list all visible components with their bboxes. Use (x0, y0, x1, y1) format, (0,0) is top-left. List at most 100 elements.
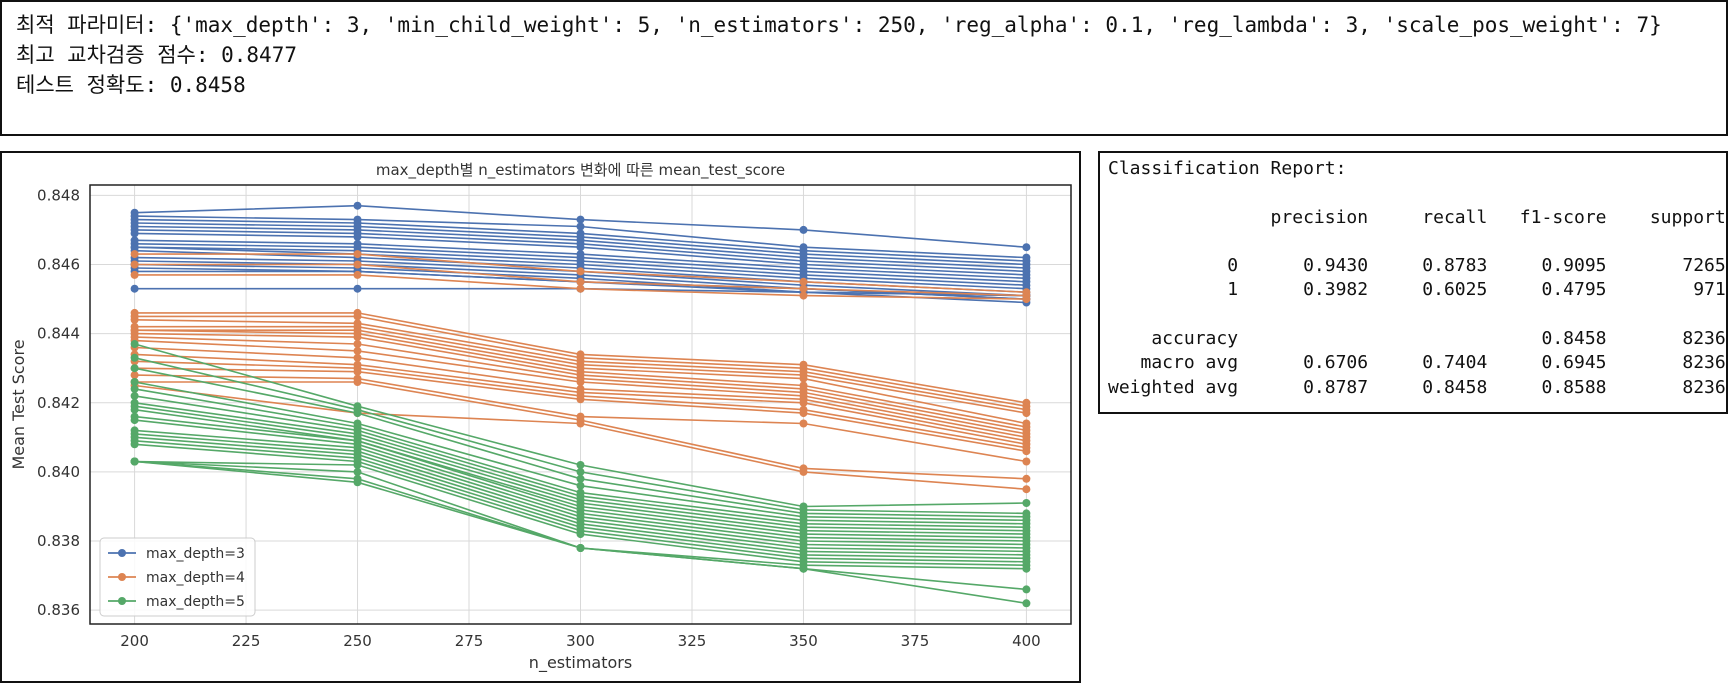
legend-label: max_depth=4 (146, 570, 245, 586)
data-point (576, 530, 585, 539)
data-point (1022, 409, 1031, 418)
x-axis-label: n_estimators (529, 653, 632, 673)
data-point (799, 409, 808, 418)
data-point (353, 478, 362, 487)
data-point (353, 312, 362, 321)
data-point (353, 270, 362, 279)
data-point (799, 564, 808, 573)
x-tick-label: 325 (678, 632, 707, 650)
data-point (130, 229, 139, 238)
x-tick-label: 400 (1012, 632, 1041, 650)
data-point (130, 364, 139, 373)
cv-score-text: 최고 교차검증 점수: 0.8477 (16, 43, 297, 67)
legend-label: max_depth=3 (146, 546, 245, 562)
data-point (799, 225, 808, 234)
data-point (130, 315, 139, 324)
data-point (130, 405, 139, 414)
y-tick-label: 0.840 (37, 463, 80, 481)
data-point (576, 215, 585, 224)
data-point (353, 378, 362, 386)
data-point (576, 378, 585, 386)
data-point (1022, 564, 1031, 573)
data-point (799, 398, 808, 407)
data-point (353, 467, 362, 476)
data-point (576, 474, 585, 483)
data-point (576, 481, 585, 490)
data-point (130, 270, 139, 279)
series-2 (130, 250, 1031, 494)
data-point (130, 416, 139, 425)
data-point (130, 378, 139, 386)
data-point (130, 284, 139, 293)
data-point (576, 277, 585, 286)
x-tick-label: 375 (901, 632, 930, 650)
y-tick-label: 0.836 (37, 601, 80, 619)
y-tick-label: 0.844 (37, 325, 80, 343)
data-point (576, 395, 585, 404)
data-point (576, 467, 585, 476)
data-point (1022, 243, 1031, 252)
data-point (1022, 474, 1031, 483)
data-point (130, 457, 139, 466)
data-point (1022, 457, 1031, 466)
data-point (353, 201, 362, 210)
x-tick-label: 275 (455, 632, 484, 650)
data-point (353, 346, 362, 355)
line-chart: 200 225 250 275 300 325 350 375 400 0.836 0.838 0.8… (9, 161, 1072, 673)
data-point (353, 461, 362, 469)
data-point (799, 467, 808, 476)
data-point (1022, 585, 1031, 594)
data-point (576, 461, 585, 469)
data-point (1022, 485, 1031, 494)
data-point (799, 419, 808, 428)
data-point (576, 243, 585, 252)
data-point (130, 391, 139, 400)
output-cell: 최적 파라미터: {'max_depth': 3, 'min_child_wei… (0, 0, 1728, 136)
data-point (130, 384, 139, 393)
data-point (353, 250, 362, 259)
data-point (576, 419, 585, 428)
x-tick-label: 350 (789, 632, 818, 650)
data-point (130, 353, 139, 362)
data-point (576, 267, 585, 276)
y-tick-label: 0.842 (37, 394, 80, 412)
x-tick-label: 250 (343, 632, 372, 650)
test-accuracy-text: 테스트 정확도: 0.8458 (16, 73, 246, 97)
data-point (353, 367, 362, 376)
y-tick-label: 0.838 (37, 532, 80, 550)
data-point (353, 340, 362, 348)
legend-marker (118, 549, 126, 557)
data-point (130, 340, 139, 348)
data-point (799, 291, 808, 300)
data-point (1022, 599, 1031, 608)
classification-report-panel: Classification Report: precision recall … (1098, 151, 1728, 414)
data-point (576, 222, 585, 231)
best-params-text: 최적 파라미터: {'max_depth': 3, 'min_child_wei… (16, 13, 1662, 37)
data-point (353, 260, 362, 269)
x-tick-label: 300 (566, 632, 595, 650)
data-point (799, 374, 808, 383)
data-point (353, 284, 362, 293)
data-point (353, 353, 362, 362)
data-point (353, 409, 362, 418)
legend-box (99, 537, 256, 617)
y-tick-label: 0.848 (37, 186, 80, 204)
data-point (1022, 447, 1031, 456)
y-tick-label: 0.846 (37, 256, 80, 274)
data-point (1022, 295, 1031, 304)
data-point (130, 260, 139, 269)
chart-title: max_depth별 n_estimators 변화에 따른 mean_test… (376, 161, 785, 180)
data-point (576, 544, 585, 552)
data-point (799, 284, 808, 293)
chart-panel: 200 225 250 275 300 325 350 375 400 0.836 0.838 0.8… (0, 151, 1081, 683)
data-point (130, 440, 139, 449)
data-point (130, 250, 139, 259)
x-tick-label: 225 (232, 632, 261, 650)
data-point (799, 277, 808, 286)
legend-marker (118, 597, 126, 605)
legend-marker (118, 573, 126, 581)
data-point (576, 284, 585, 293)
series-3 (130, 340, 1031, 608)
data-point (130, 371, 139, 380)
legend-label: max_depth=5 (146, 594, 245, 610)
